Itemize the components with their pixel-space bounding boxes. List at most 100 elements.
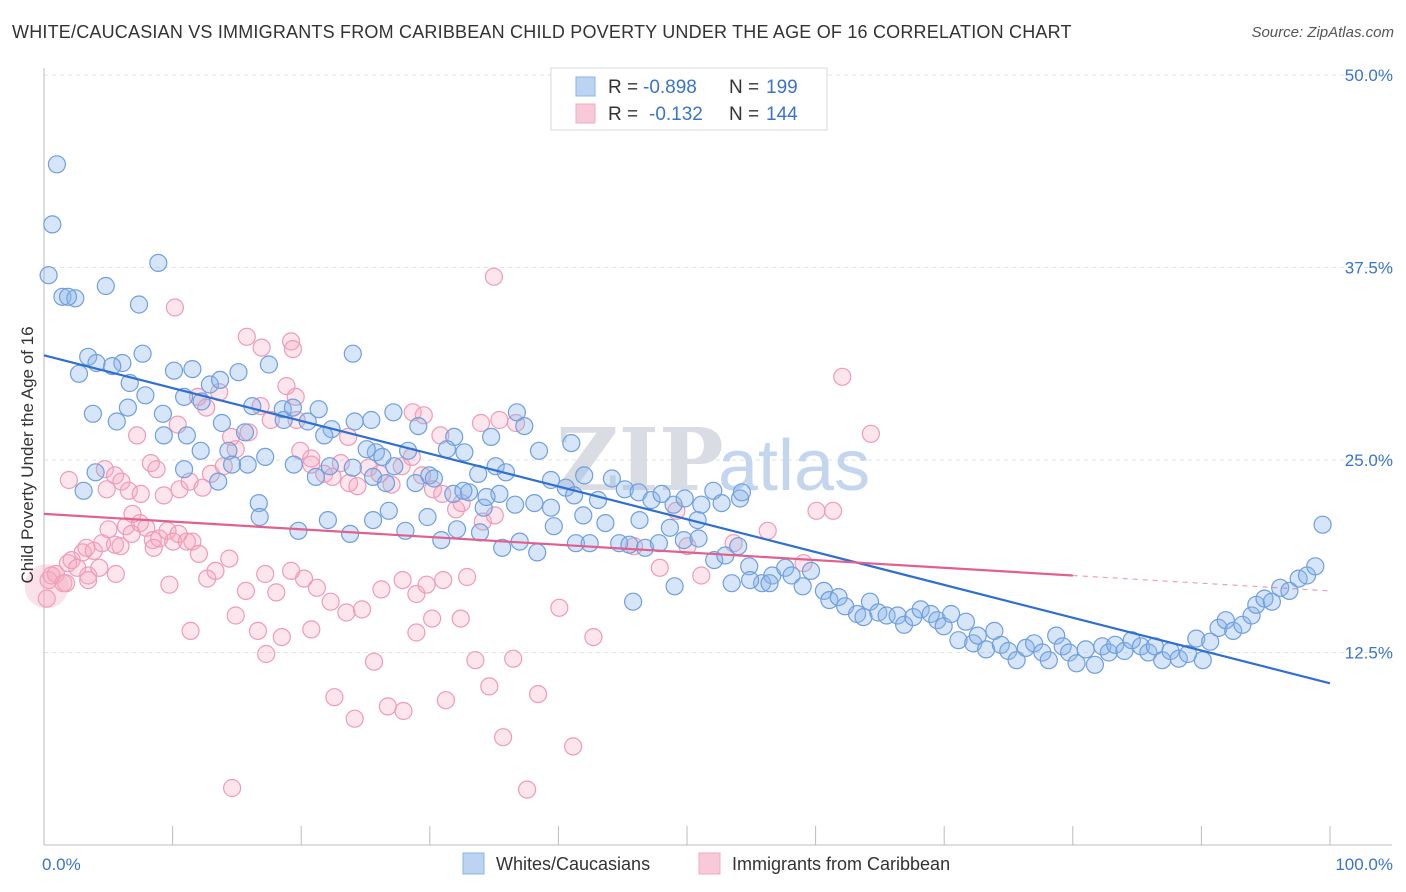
caribbean-point-105 xyxy=(106,564,126,584)
whites-point-96 xyxy=(692,495,711,514)
chart-source: Source: ZipAtlas.com xyxy=(1251,24,1394,41)
legend-r-label-caribbean: R = xyxy=(608,104,638,125)
caribbean-point-28 xyxy=(59,470,79,490)
whites-point-103 xyxy=(364,510,383,530)
whites-point-38 xyxy=(507,403,527,422)
whites-point-155 xyxy=(854,607,873,627)
whites-point-106 xyxy=(418,507,437,527)
whites-point-4 xyxy=(66,289,85,308)
y-axis-title: Child Poverty Under the Age of 16 xyxy=(18,326,37,583)
caribbean-point-78 xyxy=(252,338,271,357)
caribbean-point-92 xyxy=(650,558,669,577)
caribbean-point-133 xyxy=(345,709,364,728)
caribbean-point-123 xyxy=(417,575,436,594)
whites-point-76 xyxy=(406,474,425,493)
caribbean-point-13 xyxy=(99,520,118,539)
whites-point-139 xyxy=(712,494,731,513)
whites-point-184 xyxy=(1076,640,1095,659)
caribbean-point-112 xyxy=(256,564,275,584)
caribbean-point-20 xyxy=(143,530,162,550)
whites-point-83 xyxy=(525,494,544,513)
whites-point-48 xyxy=(309,400,328,419)
caribbean-point-32 xyxy=(112,472,131,491)
whites-point-152 xyxy=(829,587,848,607)
whites-point-95 xyxy=(675,489,694,508)
caribbean-point-117 xyxy=(321,592,340,611)
caribbean-point-115 xyxy=(294,569,314,588)
caribbean-point-29 xyxy=(77,538,96,557)
whites-point-71 xyxy=(306,467,325,486)
caribbean-point-34 xyxy=(131,484,150,503)
whites-point-179 xyxy=(1039,651,1058,670)
whites-point-208 xyxy=(1262,592,1282,611)
legend-r-value-caribbean: -0.132 xyxy=(649,104,703,125)
caribbean-point-54 xyxy=(261,410,280,430)
whites-point-199 xyxy=(1193,651,1212,670)
whites-point-171 xyxy=(976,640,996,659)
caribbean-point-145 xyxy=(517,780,537,799)
x-tick-label-1: 100.0% xyxy=(1335,855,1393,874)
caribbean-point-79 xyxy=(282,332,301,351)
whites-point-44 xyxy=(235,423,255,442)
whites-point-176 xyxy=(1016,638,1035,658)
whites-point-101 xyxy=(318,510,337,530)
whites-point-115 xyxy=(580,534,599,553)
whites-point-102 xyxy=(341,524,360,544)
whites-point-94 xyxy=(664,495,683,514)
whites-point-126 xyxy=(729,537,748,556)
whites-point-63 xyxy=(74,481,93,500)
caribbean-point-97 xyxy=(758,521,777,540)
whites-point-200 xyxy=(1201,632,1220,651)
whites-point-40 xyxy=(154,426,173,445)
legend-swatch-whites xyxy=(575,76,596,97)
trend-line-caribbean-extension xyxy=(1072,574,1331,592)
caribbean-point-121 xyxy=(393,570,412,590)
legend-r-value-whites: -0.898 xyxy=(643,77,697,98)
whites-point-135 xyxy=(541,498,561,517)
caribbean-point-130 xyxy=(272,627,291,647)
y-tick-label-1: 25.0% xyxy=(1345,451,1393,470)
whites-point-108 xyxy=(447,520,467,539)
watermark-atlas: atlas xyxy=(718,426,870,506)
trend-lines xyxy=(43,354,1331,685)
whites-point-133 xyxy=(454,481,473,500)
caribbean-point-103 xyxy=(56,574,76,593)
legend-n-label-whites: N = xyxy=(729,77,759,98)
caribbean-point-139 xyxy=(436,691,455,710)
caribbean-point-141 xyxy=(466,651,485,670)
whites-point-196 xyxy=(1169,649,1188,668)
whites-point-12 xyxy=(103,357,122,376)
caribbean-point-137 xyxy=(407,623,426,642)
whites-point-14 xyxy=(164,361,184,380)
caribbean-point-11 xyxy=(90,558,109,577)
caribbean-point-135 xyxy=(378,697,397,716)
whites-point-37 xyxy=(482,427,501,446)
legend-n-label-caribbean: N = xyxy=(729,104,759,125)
caribbean-point-large xyxy=(24,564,69,609)
whites-point-180 xyxy=(1047,626,1066,645)
whites-point-149 xyxy=(801,561,821,581)
whites-point-140 xyxy=(732,483,752,502)
whites-point-121 xyxy=(660,518,680,537)
whites-point-68 xyxy=(238,455,257,474)
whites-point-43 xyxy=(219,441,238,460)
caribbean-point-76 xyxy=(165,298,184,317)
whites-point-205 xyxy=(1242,606,1261,625)
trend-line-caribbean xyxy=(43,512,1073,577)
whites-point-136 xyxy=(574,506,593,525)
caribbean-point-149 xyxy=(584,627,603,647)
whites-point-116 xyxy=(596,513,615,533)
whites-point-167 xyxy=(949,631,968,650)
caribbean-point-27 xyxy=(189,544,208,564)
whites-point-6 xyxy=(96,276,115,296)
y-tick-label-0: 12.5% xyxy=(1345,644,1393,663)
caribbean-point-102 xyxy=(861,424,881,443)
whites-point-188 xyxy=(1106,635,1125,654)
whites-point-144 xyxy=(740,570,760,590)
whites-point-17 xyxy=(69,364,89,383)
whites-point-55 xyxy=(437,440,456,459)
whites-point-75 xyxy=(376,474,396,493)
caribbean-point-113 xyxy=(267,583,286,602)
grid-lines xyxy=(44,74,1392,653)
whites-point-82 xyxy=(505,495,525,514)
